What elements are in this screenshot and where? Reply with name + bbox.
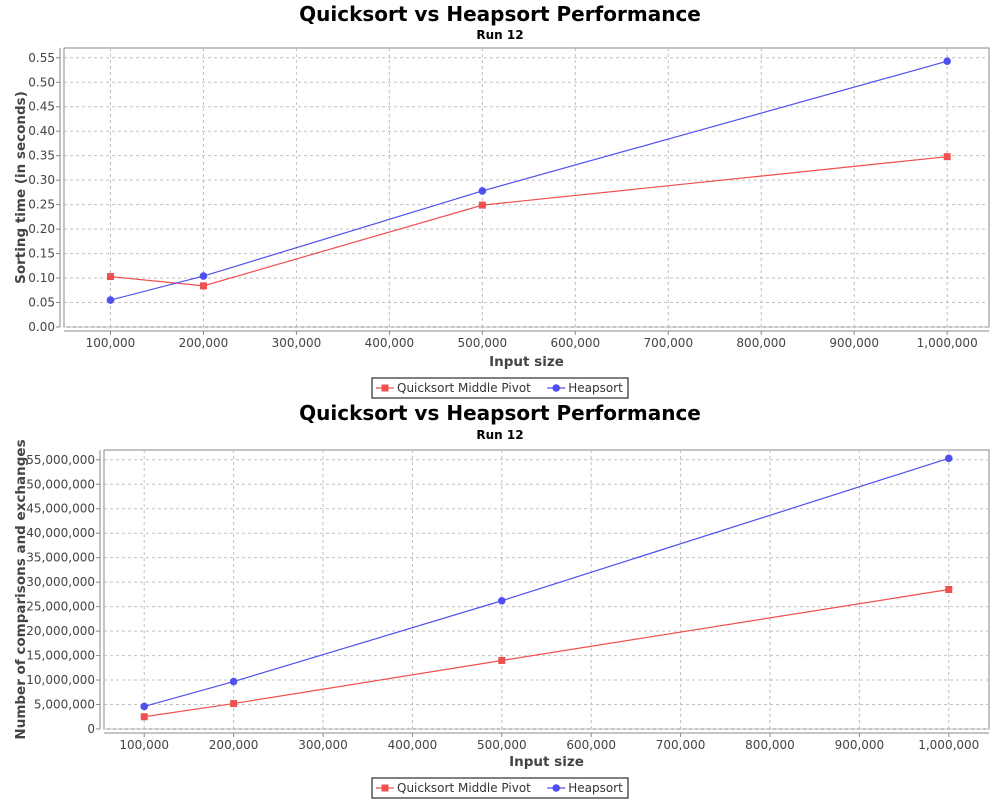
data-point xyxy=(943,57,951,66)
y-axis-label: Sorting time (in seconds) xyxy=(13,91,29,284)
data-point xyxy=(199,282,207,290)
x-tick-label: 700,000 xyxy=(643,336,693,350)
x-tick-label: 600,000 xyxy=(550,336,600,350)
y-tick-label: 50,000,000 xyxy=(26,477,95,491)
legend-label: Quicksort Middle Pivot xyxy=(397,781,531,795)
data-point xyxy=(498,656,506,664)
chart-title: Quicksort vs Heapsort Performance xyxy=(299,401,701,425)
data-point xyxy=(229,677,238,686)
axes: 100,000 200,000 300,000 400,000 500,000 600,0… xyxy=(26,450,989,752)
x-tick-label: 1,000,000 xyxy=(917,336,978,350)
legend-label: Heapsort xyxy=(568,781,623,795)
data-point xyxy=(478,187,487,195)
data-point xyxy=(498,596,506,605)
x-tick-label: 100,000 xyxy=(119,738,169,752)
x-tick-label: 600,000 xyxy=(566,738,616,752)
x-axis-label: Input size xyxy=(509,754,584,770)
y-tick-label: 55,000,000 xyxy=(26,453,95,467)
chart-subtitle: Run 12 xyxy=(476,428,523,442)
y-tick-label: 20,000,000 xyxy=(26,624,95,638)
chart-1: Quicksort vs Heapsort Performance Run 12 1… xyxy=(13,2,990,399)
legend-label: Heapsort xyxy=(568,381,623,395)
y-tick-label: 0.45 xyxy=(28,100,55,114)
series-quicksort xyxy=(140,586,953,721)
plot-area xyxy=(63,47,990,328)
series-quicksort xyxy=(106,153,951,290)
data-point xyxy=(230,700,238,708)
legend: Quicksort Middle Pivot Heapsort xyxy=(371,777,629,799)
y-tick-label: 45,000,000 xyxy=(26,502,95,516)
x-tick-label: 100,000 xyxy=(86,336,136,350)
chart-subtitle: Run 12 xyxy=(476,28,523,42)
legend-marker xyxy=(381,784,389,792)
chart-title: Quicksort vs Heapsort Performance xyxy=(299,2,701,26)
x-tick-label: 500,000 xyxy=(477,738,527,752)
series-line xyxy=(144,588,949,718)
data-point xyxy=(106,296,115,304)
x-tick-label: 200,000 xyxy=(209,738,259,752)
y-tick-label: 10,000,000 xyxy=(26,673,95,687)
y-tick-label: 0.30 xyxy=(28,173,55,187)
x-tick-label: 500,000 xyxy=(458,336,508,350)
y-tick-label: 35,000,000 xyxy=(26,551,95,565)
y-tick-label: 0.50 xyxy=(28,75,55,89)
y-tick-label: 5,000,000 xyxy=(34,698,95,712)
legend-marker xyxy=(381,384,389,392)
y-tick-label: 40,000,000 xyxy=(26,526,95,540)
legend: Quicksort Middle Pivot Heapsort xyxy=(371,377,629,399)
y-tick-label: 30,000,000 xyxy=(26,575,95,589)
series-line xyxy=(110,156,948,287)
x-tick-label: 900,000 xyxy=(829,336,879,350)
y-tick-label: 0.20 xyxy=(28,222,55,236)
data-point xyxy=(944,454,953,463)
data-point xyxy=(943,153,951,161)
x-axis-label: Input size xyxy=(489,354,564,370)
data-point xyxy=(140,713,148,721)
series-line xyxy=(144,457,949,708)
y-tick-label: 0 xyxy=(87,722,95,736)
data-point xyxy=(106,273,114,281)
chart-2: Quicksort vs Heapsort Performance Run 12 1… xyxy=(13,401,990,799)
y-tick-label: 0.35 xyxy=(28,149,55,163)
x-tick-label: 800,000 xyxy=(736,336,786,350)
data-point xyxy=(199,272,208,280)
gridlines xyxy=(64,48,989,328)
x-tick-label: 300,000 xyxy=(272,336,322,350)
data-point xyxy=(140,702,149,711)
legend-box xyxy=(371,777,629,799)
y-tick-label: 0.55 xyxy=(28,51,55,65)
y-tick-label: 0.25 xyxy=(28,198,55,212)
y-tick-label: 0.10 xyxy=(28,271,55,285)
legend-label: Quicksort Middle Pivot xyxy=(397,381,531,395)
legend-box xyxy=(371,377,629,399)
x-tick-label: 400,000 xyxy=(365,336,415,350)
y-tick-label: 0.00 xyxy=(28,320,55,334)
y-tick-label: 0.05 xyxy=(28,296,55,310)
x-tick-label: 1,000,000 xyxy=(918,738,979,752)
y-tick-label: 15,000,000 xyxy=(26,649,95,663)
x-tick-label: 900,000 xyxy=(835,738,885,752)
series-heapsort xyxy=(106,57,951,304)
axes: 100,000 200,000 300,000 400,000 500,000 600,0… xyxy=(28,48,989,350)
x-tick-label: 200,000 xyxy=(179,336,229,350)
x-tick-label: 800,000 xyxy=(745,738,795,752)
legend-marker xyxy=(552,784,560,792)
x-tick-label: 700,000 xyxy=(656,738,706,752)
data-point xyxy=(945,586,953,593)
legend-marker xyxy=(552,384,560,392)
series-heapsort xyxy=(140,454,953,711)
plot-area xyxy=(103,449,990,730)
data-point xyxy=(478,201,486,209)
x-tick-label: 300,000 xyxy=(298,738,348,752)
series-line xyxy=(110,60,948,301)
y-tick-label: 25,000,000 xyxy=(26,600,95,614)
y-tick-label: 0.40 xyxy=(28,124,55,138)
y-tick-label: 0.15 xyxy=(28,247,55,261)
y-axis-label: Number of comparisons and exchanges xyxy=(13,439,29,739)
x-tick-label: 400,000 xyxy=(388,738,438,752)
